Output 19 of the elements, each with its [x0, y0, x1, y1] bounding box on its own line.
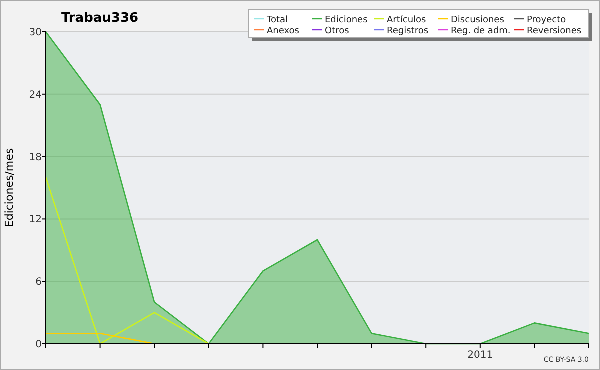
legend-label: Discusiones [451, 16, 505, 26]
legend-label: Anexos [267, 26, 300, 36]
y-tick-label: 6 [36, 277, 42, 288]
legend-label: Total [266, 16, 288, 26]
legend-label: Ediciones [325, 16, 368, 26]
legend-label: Reg. de adm. [451, 26, 511, 36]
y-tick-label: 30 [29, 28, 42, 38]
x-tick-label: 2011 [468, 350, 494, 361]
legend-label: Reversiones [527, 26, 582, 36]
y-tick-label: 24 [29, 90, 42, 101]
chart-title: Trabau336 [61, 11, 139, 26]
y-axis-title: Ediciones/mes [3, 148, 16, 228]
y-tick-label: 0 [36, 340, 42, 350]
legend-label: Otros [325, 26, 350, 36]
y-tick-label: 18 [29, 152, 42, 164]
y-tick-label: 12 [29, 214, 42, 226]
legend-label: Registros [387, 26, 429, 36]
legend-label: Artículos [387, 14, 427, 26]
legend-label: Proyecto [527, 16, 567, 26]
